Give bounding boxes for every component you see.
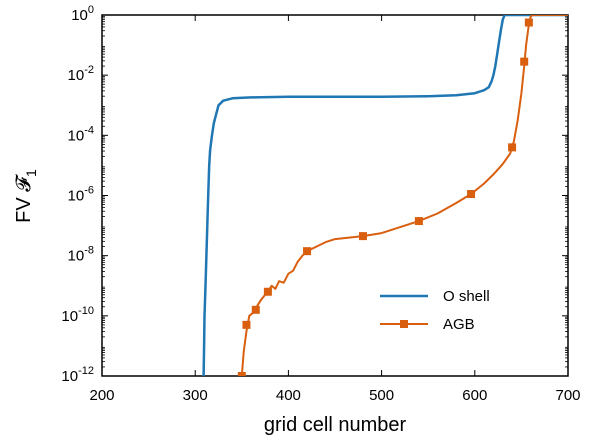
legend-label-o-shell: O shell — [443, 288, 490, 305]
y-axis-label-subscript: 1 — [23, 169, 39, 177]
y-tick-label: 10-10 — [61, 305, 94, 325]
data-point-agb — [467, 189, 476, 198]
y-tick-label: 10-8 — [68, 245, 94, 265]
y-tick-label: 10-4 — [68, 124, 94, 144]
data-point-agb — [520, 57, 529, 66]
legend-marker-agb — [400, 320, 408, 328]
data-point-agb — [508, 143, 517, 152]
y-tick-label: 10-6 — [68, 185, 94, 205]
y-tick-label: 100 — [71, 4, 94, 24]
series-line-o-shell — [202, 15, 568, 376]
data-point-agb — [237, 372, 246, 376]
series-layer — [202, 15, 568, 376]
x-axis-ticks: 200 300 400 500 600 700 — [89, 15, 581, 404]
data-point-agb — [358, 232, 367, 241]
legend-label-agb: AGB — [443, 316, 475, 333]
svg-text:FV 𝓕1: FV 𝓕1 — [13, 169, 39, 223]
data-point-agb — [524, 18, 533, 27]
y-axis-ticks: 10-12 10-10 10-8 10-6 10-4 10-2 100 — [61, 4, 568, 385]
y-axis-label-main: FV 𝓕 — [13, 174, 35, 223]
x-tick-label: 500 — [369, 387, 394, 404]
data-point-agb — [242, 320, 251, 329]
y-axis-label: FV 𝓕1 — [13, 169, 39, 223]
x-tick-label: 200 — [89, 387, 114, 404]
data-point-agb — [414, 217, 423, 226]
y-tick-label: 10-12 — [61, 365, 94, 385]
x-tick-label: 700 — [555, 387, 580, 404]
x-axis-label: grid cell number — [264, 414, 407, 436]
y-tick-label: 10-2 — [68, 64, 94, 84]
legend: O shell AGB — [380, 288, 490, 333]
x-tick-label: 300 — [183, 387, 208, 404]
x-tick-label: 400 — [276, 387, 301, 404]
data-point-agb — [251, 305, 260, 314]
data-point-agb — [303, 247, 312, 256]
x-tick-label: 600 — [462, 387, 487, 404]
plot-area — [101, 14, 569, 377]
data-point-agb — [263, 287, 272, 296]
